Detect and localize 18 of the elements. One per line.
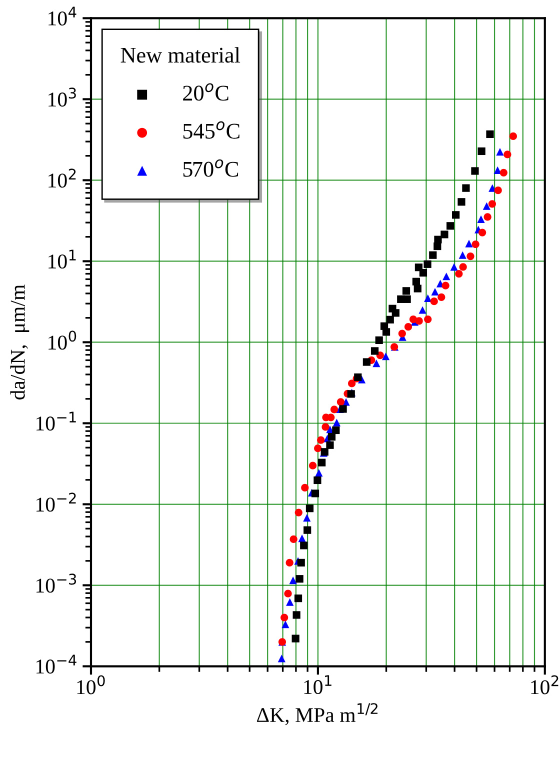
x-tick-label: 10$^{0}$ [77, 675, 105, 694]
y-tick-label: 10$^{−4}$ [36, 654, 76, 674]
y-tick-label: 10$^{−2}$ [36, 492, 76, 512]
y-tick-label: 10$^{0}$ [48, 330, 76, 350]
y-tick-label: 10$^{2}$ [48, 168, 76, 188]
legend-title: New material [120, 47, 240, 63]
legend-label: 570$^{o}$C [183, 159, 238, 177]
x-tick-label: 10$^{2}$ [531, 675, 558, 694]
legend-label: 545$^{o}$C [183, 121, 240, 139]
x-axis-title: ΔK, MPa m$^{1/2}$ [256, 703, 378, 726]
y-tick-label: 10$^{3}$ [48, 88, 76, 107]
y-axis-title: da/dN, μm/m [10, 284, 30, 400]
x-tick-label: 10$^{1}$ [304, 675, 332, 694]
y-tick-label: 10$^{1}$ [48, 250, 76, 269]
y-tick-label: 10$^{−1}$ [36, 412, 76, 431]
legend-label: 20$^{o}$C [183, 83, 228, 101]
y-tick-label: 10$^{−3}$ [36, 574, 76, 593]
y-tick-label: 10$^{4}$ [48, 6, 76, 26]
